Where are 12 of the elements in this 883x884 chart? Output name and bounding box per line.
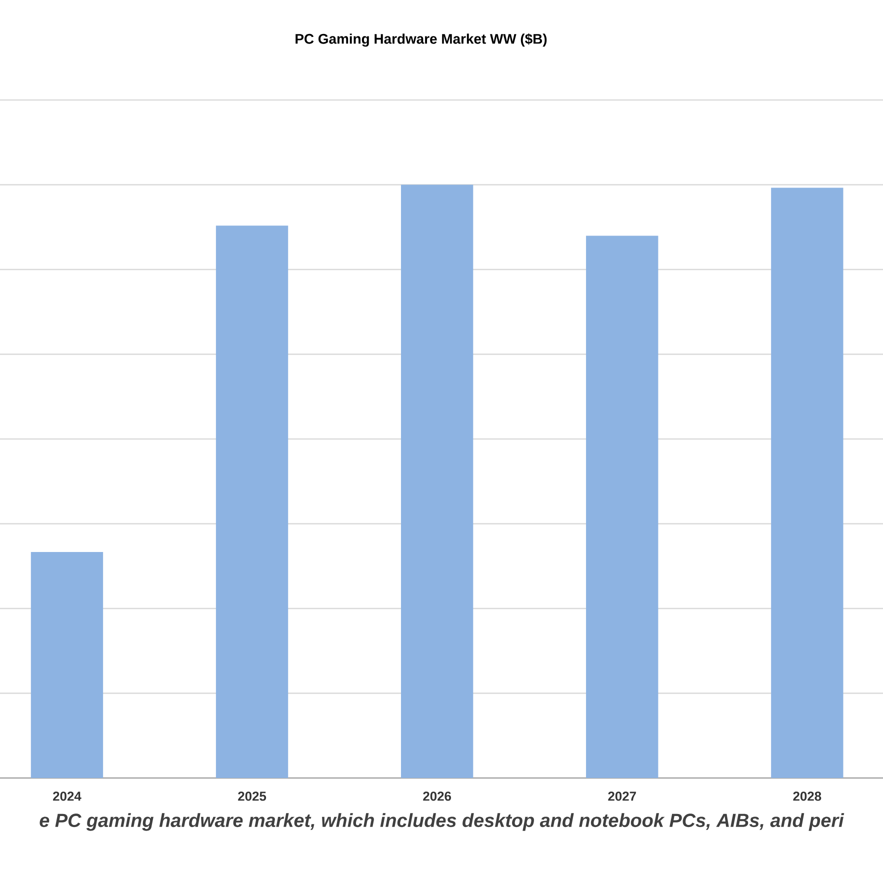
bar [771,188,844,778]
chart-title: PC Gaming Hardware Market WW ($B) [296,33,547,47]
x-tick-label: 2025 [238,792,266,801]
bar [30,552,104,778]
x-tick-label: 2024 [53,792,82,801]
bar [216,226,288,778]
bar [586,236,658,778]
x-tick-label: 2028 [793,792,822,801]
x-tick-label: 2027 [608,792,636,801]
bar [400,184,474,778]
text: e PC gaming hardware market, which includes desktop and notebook PCs, AIBs, and peri [40,813,844,831]
x-tick-label: 2026 [423,792,451,801]
